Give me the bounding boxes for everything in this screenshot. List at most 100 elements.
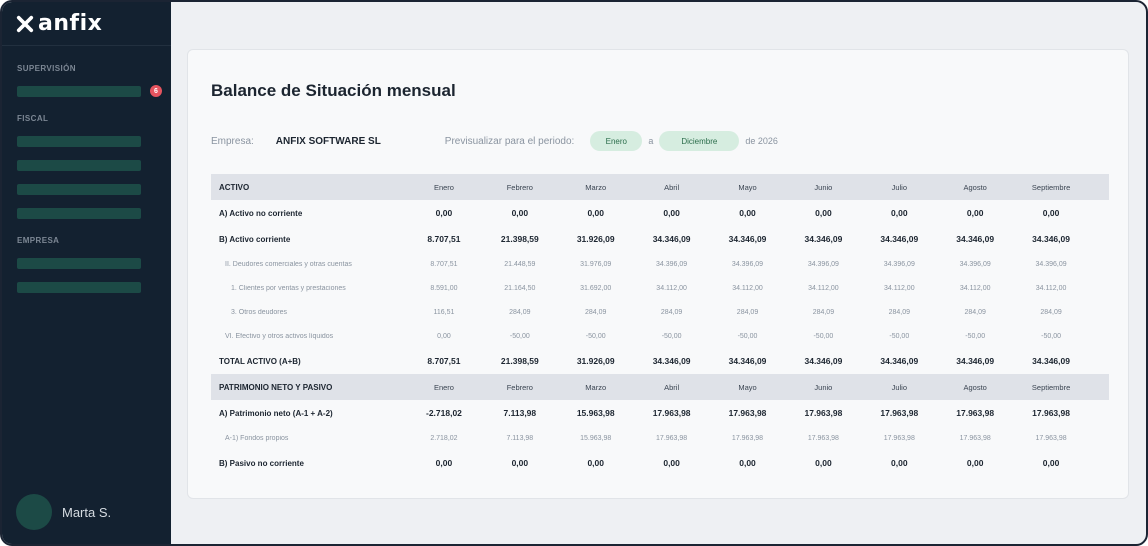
table-cell: 0,00	[663, 458, 680, 468]
table-cell: 34.346,09	[956, 234, 995, 244]
table-cell: 0,00	[891, 208, 908, 218]
table-cell: 0,00	[511, 458, 529, 468]
table-cell: 34.346,09	[652, 356, 691, 366]
row-label: TOTAL ACTIVO (A+B)	[219, 356, 301, 366]
month-header: Septiembre	[1031, 182, 1071, 192]
table-cell: 17.963,98	[807, 434, 839, 442]
table-cell: -50,00	[1041, 332, 1061, 340]
table-cell: 34.396,09	[883, 260, 915, 268]
table-cell: 34.112,00	[959, 284, 991, 292]
table-row: VI. Efectivo y otros activos líquidos 0,0…	[211, 324, 1109, 348]
row-label: ACTIVO	[219, 182, 250, 192]
table-row: TOTAL ACTIVO (A+B) 8.707,51 21.398,59 31.92…	[211, 348, 1109, 374]
table-cell: 17.963,98	[728, 408, 767, 418]
sidebar-item-fiscal-1[interactable]	[17, 136, 141, 147]
table-cell: 34.346,09	[956, 356, 995, 366]
table-cell: 284,09	[509, 308, 531, 316]
row-label: B) Pasivo no corriente	[219, 458, 304, 468]
table-cell: 0,00	[966, 458, 984, 468]
table-cell: -50,00	[965, 332, 986, 340]
table-row: 3. Otros deudores 116,51 284,09 284,09 284,0…	[211, 300, 1109, 324]
table-cell: 34.346,09	[880, 356, 919, 366]
table-cell: 17.963,98	[652, 408, 691, 418]
table-row: B) Activo corriente 8.707,51 21.398,59 31.9…	[211, 226, 1109, 252]
table-cell: 34.112,00	[656, 284, 687, 292]
table-cell: 116,51	[433, 308, 455, 316]
avatar	[16, 494, 52, 530]
table-cell: 284,09	[660, 308, 683, 316]
sidebar-item-fiscal-4[interactable]	[17, 208, 141, 219]
sidebar-item-empresa-2[interactable]	[17, 282, 141, 293]
month-header: Marzo	[585, 182, 607, 192]
table-cell: 17.963,98	[959, 434, 991, 442]
row-label: A) Patrimonio neto (A-1 + A-2)	[219, 408, 333, 418]
month-header: Mayo	[738, 382, 757, 392]
sidebar-item-fiscal-2[interactable]	[17, 160, 141, 171]
table-cell: 2.718,02	[430, 434, 458, 442]
table-cell: 284,09	[888, 308, 910, 316]
table-cell: 34.346,09	[652, 234, 691, 244]
month-header: Junio	[814, 182, 833, 192]
table-cell: 8.591,00	[430, 284, 458, 292]
table-cell: 17.963,98	[880, 408, 919, 418]
table-cell: 34.396,09	[807, 260, 839, 268]
company-name: ANFIX SOFTWARE SL	[275, 135, 381, 147]
table-cell: 34.346,09	[804, 356, 843, 366]
period-start-select[interactable]: Enero	[590, 131, 643, 151]
month-header: Enero	[433, 182, 454, 192]
table-cell: 21.398,59	[500, 356, 539, 366]
table-cell: 21.398,59	[500, 234, 539, 244]
table-cell: -50,00	[661, 332, 682, 340]
report-card: Balance de Situación mensual Empresa: AN…	[187, 49, 1129, 499]
table-cell: 0,00	[739, 208, 756, 218]
row-label: 3. Otros deudores	[231, 308, 288, 316]
table-cell: -50,00	[737, 332, 758, 340]
table-row: II. Deudores comerciales y otras cuentas…	[211, 252, 1109, 276]
period-end-select[interactable]: Diciembre	[659, 131, 740, 151]
table-cell: 31.926,09	[576, 234, 615, 244]
row-label: B) Activo corriente	[219, 234, 291, 244]
table-cell: 0,00	[1042, 458, 1060, 468]
table-section-header: PATRIMONIO NETO Y PASIVO Enero Febrero Marz…	[211, 374, 1109, 400]
table-cell: 31.926,09	[576, 356, 615, 366]
month-header: Junio	[814, 382, 833, 392]
row-label: A-1) Fondos propios	[225, 434, 289, 442]
table-cell: 31.692,00	[580, 284, 612, 292]
table-cell: -50,00	[889, 332, 910, 340]
table-section-header: ACTIVO Enero Febrero Marzo Abril Mayo Junio Jul…	[211, 174, 1109, 200]
table-row: A-1) Fondos propios 2.718,02 7.113,98 15.96…	[211, 426, 1109, 450]
table-cell: -2.718,02	[425, 408, 462, 418]
table-cell: 34.346,09	[1032, 234, 1070, 244]
month-header: Mayo	[738, 182, 757, 192]
table-cell: 284,09	[736, 308, 759, 316]
table-cell: 34.346,09	[728, 234, 767, 244]
table-cell: -50,00	[585, 332, 606, 340]
balance-table: ACTIVO Enero Febrero Marzo Abril Mayo Junio Jul…	[211, 174, 1109, 476]
year-label: de 2026	[745, 136, 778, 146]
month-header: Julio	[891, 182, 907, 192]
table-cell: 284,09	[1040, 308, 1062, 316]
table-cell: 0,00	[966, 208, 984, 218]
table-cell: 34.396,09	[656, 260, 688, 268]
month-header: Marzo	[585, 382, 607, 392]
notification-badge: 6	[150, 85, 162, 97]
table-cell: 0,00	[663, 208, 680, 218]
row-label: 1. Clientes por ventas y prestaciones	[231, 284, 346, 292]
month-header: Abril	[664, 182, 680, 192]
month-header: Enero	[433, 382, 454, 392]
table-cell: 34.112,00	[732, 284, 763, 292]
table-cell: 17.963,98	[731, 434, 764, 442]
sidebar-item-supervision-1[interactable]	[17, 86, 141, 97]
table-cell: 34.346,09	[804, 234, 843, 244]
month-header: Abril	[664, 382, 680, 392]
sidebar-item-fiscal-3[interactable]	[17, 184, 141, 195]
sidebar-section-empresa: EMPRESA	[17, 236, 60, 245]
user-profile[interactable]: Marta S.	[16, 494, 111, 530]
company-label: Empresa:	[211, 135, 254, 147]
table-cell: 0,00	[587, 458, 604, 468]
table-cell: 31.976,09	[580, 260, 612, 268]
sidebar-section-supervision: SUPERVISIÓN	[17, 64, 76, 73]
brand-logo[interactable]: anfix	[2, 2, 171, 46]
sidebar-item-empresa-1[interactable]	[17, 258, 141, 269]
